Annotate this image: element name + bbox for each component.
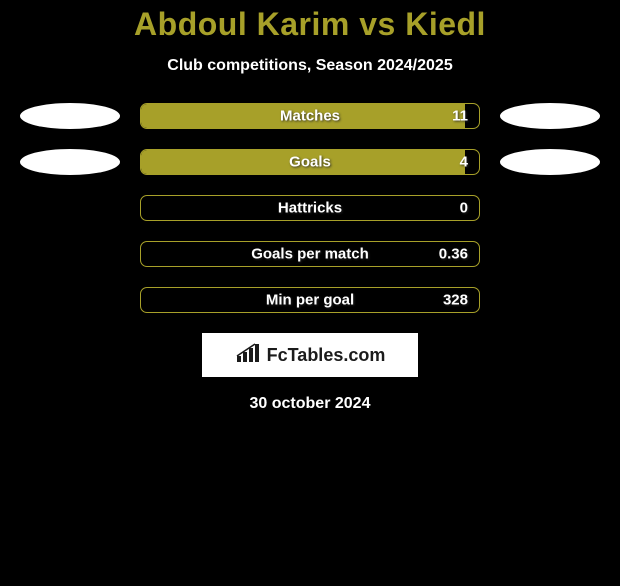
stat-value: 11 <box>452 108 468 125</box>
stat-label: Goals <box>289 154 331 171</box>
stat-value: 328 <box>443 292 468 309</box>
stat-label: Matches <box>280 108 340 125</box>
player-right-marker <box>500 103 600 129</box>
stat-bar: Goals per match 0.36 <box>140 241 480 267</box>
chart-icon <box>235 342 261 369</box>
stat-bar: Goals 4 <box>140 149 480 175</box>
stat-value: 0 <box>460 200 468 217</box>
stats-table: Matches 11 Goals 4 Hattricks 0 Goals per match… <box>0 103 620 313</box>
stat-value: 4 <box>460 154 468 171</box>
player-left-marker <box>20 103 120 129</box>
player-left-marker <box>20 149 120 175</box>
stat-row: Goals 4 <box>0 149 620 175</box>
watermark: FcTables.com <box>202 333 418 377</box>
stat-label: Hattricks <box>278 200 342 217</box>
date-label: 30 october 2024 <box>0 395 620 413</box>
page-title: Abdoul Karim vs Kiedl <box>0 6 620 43</box>
stat-row: Matches 11 <box>0 103 620 129</box>
stat-row: Hattricks 0 <box>0 195 620 221</box>
stat-bar: Hattricks 0 <box>140 195 480 221</box>
stat-label: Goals per match <box>251 246 369 263</box>
stat-row: Min per goal 328 <box>0 287 620 313</box>
stat-value: 0.36 <box>439 246 468 263</box>
stat-label: Min per goal <box>266 292 354 309</box>
stat-row: Goals per match 0.36 <box>0 241 620 267</box>
subtitle: Club competitions, Season 2024/2025 <box>0 57 620 75</box>
stat-bar: Matches 11 <box>140 103 480 129</box>
stat-bar: Min per goal 328 <box>140 287 480 313</box>
watermark-text: FcTables.com <box>267 345 386 366</box>
player-right-marker <box>500 149 600 175</box>
